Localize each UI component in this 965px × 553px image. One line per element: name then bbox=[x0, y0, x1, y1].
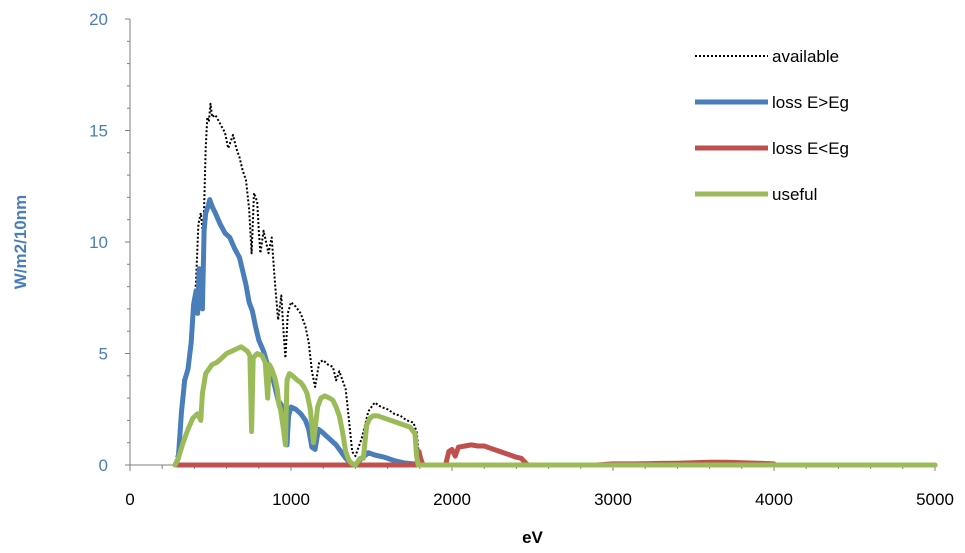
tick-labels: 0 5 10 15 20 0 1000 2000 3000 4000 5000 bbox=[89, 10, 954, 509]
y-tick-label: 15 bbox=[89, 122, 108, 141]
legend-label-0: available bbox=[772, 47, 839, 66]
y-tick-label: 5 bbox=[99, 345, 108, 364]
x-tick-label: 0 bbox=[125, 490, 134, 509]
y-tick-label: 20 bbox=[89, 10, 108, 29]
y-tick-label: 10 bbox=[89, 233, 108, 252]
x-tick-label: 5000 bbox=[916, 490, 954, 509]
legend-label-1: loss E>Eg bbox=[772, 93, 849, 112]
x-axis-title: eV bbox=[522, 528, 543, 547]
x-tick-label: 2000 bbox=[433, 490, 471, 509]
legend-label-3: useful bbox=[772, 185, 817, 204]
series-line-1 bbox=[172, 197, 938, 468]
x-tick-label: 1000 bbox=[272, 490, 310, 509]
legend: available loss E>Eg loss E<Eg useful bbox=[695, 47, 849, 204]
x-tick-label: 4000 bbox=[755, 490, 793, 509]
series-line-3 bbox=[172, 344, 938, 468]
series-lines bbox=[172, 102, 938, 468]
y-tick-label: 0 bbox=[99, 456, 108, 475]
series-line-2 bbox=[172, 442, 779, 468]
y-axis-title: W/m2/10nm bbox=[11, 195, 30, 289]
tick-marks bbox=[125, 18, 936, 471]
x-tick-label: 3000 bbox=[594, 490, 632, 509]
legend-label-2: loss E<Eg bbox=[772, 139, 849, 158]
